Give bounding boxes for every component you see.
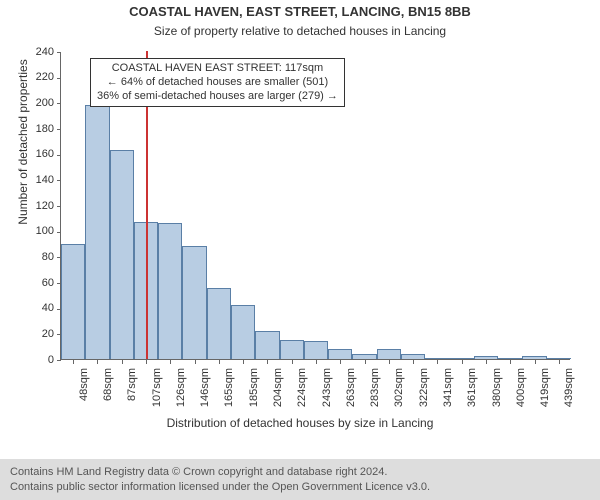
histogram-bar	[328, 349, 352, 359]
x-tick-label: 419sqm	[539, 368, 551, 418]
y-tick-label: 0	[14, 354, 54, 366]
x-tick-label: 302sqm	[393, 368, 405, 418]
x-tick-label: 165sqm	[223, 368, 235, 418]
y-tick-label: 120	[14, 200, 54, 212]
x-tick-label: 185sqm	[248, 368, 260, 418]
x-tick	[146, 360, 147, 364]
info-box: COASTAL HAVEN EAST STREET: 117sqm ← 64% …	[90, 58, 345, 107]
chart-container: { "title": "COASTAL HAVEN, EAST STREET, …	[0, 0, 600, 500]
gridline	[57, 78, 61, 79]
y-tick-label: 160	[14, 148, 54, 160]
x-tick-label: 224sqm	[296, 368, 308, 418]
histogram-bar	[522, 356, 546, 359]
gridline	[57, 206, 61, 207]
x-tick	[316, 360, 317, 364]
histogram-bar	[182, 246, 206, 359]
histogram-bar	[85, 105, 109, 359]
x-tick	[170, 360, 171, 364]
gridline	[57, 129, 61, 130]
y-tick-label: 220	[14, 71, 54, 83]
x-tick	[486, 360, 487, 364]
gridline	[57, 52, 61, 53]
histogram-bar	[280, 340, 304, 359]
y-tick-label: 40	[14, 302, 54, 314]
footer-line-1: Contains HM Land Registry data © Crown c…	[10, 465, 590, 479]
y-tick-label: 100	[14, 225, 54, 237]
histogram-bar	[110, 150, 134, 359]
x-tick-label: 68sqm	[102, 368, 114, 418]
histogram-bar	[158, 223, 182, 359]
x-tick	[559, 360, 560, 364]
histogram-bar	[352, 354, 376, 359]
x-tick-label: 341sqm	[442, 368, 454, 418]
x-tick-label: 243sqm	[321, 368, 333, 418]
x-tick	[365, 360, 366, 364]
x-tick	[535, 360, 536, 364]
y-tick-label: 140	[14, 174, 54, 186]
histogram-bar	[450, 358, 474, 359]
x-tick-label: 107sqm	[151, 368, 163, 418]
y-tick-label: 20	[14, 328, 54, 340]
gridline	[57, 180, 61, 181]
x-tick	[97, 360, 98, 364]
x-tick	[510, 360, 511, 364]
histogram-bar	[61, 244, 85, 360]
x-tick-label: 361sqm	[466, 368, 478, 418]
info-line-2: ← 64% of detached houses are smaller (50…	[97, 76, 338, 90]
footer-line-2: Contains public sector information licen…	[10, 480, 590, 494]
x-tick-label: 204sqm	[272, 368, 284, 418]
x-tick	[340, 360, 341, 364]
chart-title: COASTAL HAVEN, EAST STREET, LANCING, BN1…	[0, 4, 600, 19]
histogram-bar	[377, 349, 401, 359]
histogram-bar	[401, 354, 425, 359]
gridline	[57, 155, 61, 156]
x-tick-label: 400sqm	[515, 368, 527, 418]
x-tick-label: 283sqm	[369, 368, 381, 418]
x-tick	[219, 360, 220, 364]
x-tick-label: 87sqm	[126, 368, 138, 418]
x-tick	[243, 360, 244, 364]
x-axis-label: Distribution of detached houses by size …	[0, 416, 600, 430]
y-tick-label: 60	[14, 277, 54, 289]
x-tick	[122, 360, 123, 364]
gridline	[57, 232, 61, 233]
info-line-3: 36% of semi-detached houses are larger (…	[97, 90, 338, 104]
histogram-bar	[255, 331, 279, 359]
y-tick-label: 80	[14, 251, 54, 263]
x-tick-label: 439sqm	[563, 368, 575, 418]
info-line-1: COASTAL HAVEN EAST STREET: 117sqm	[97, 62, 338, 76]
x-tick	[462, 360, 463, 364]
x-tick-label: 263sqm	[345, 368, 357, 418]
x-tick	[292, 360, 293, 364]
x-tick	[195, 360, 196, 364]
x-tick-label: 146sqm	[199, 368, 211, 418]
gridline	[57, 360, 61, 361]
x-tick-label: 126sqm	[175, 368, 187, 418]
histogram-bar	[231, 305, 255, 359]
histogram-bar	[547, 358, 571, 359]
x-tick-label: 48sqm	[78, 368, 90, 418]
x-tick	[437, 360, 438, 364]
footer-attribution: Contains HM Land Registry data © Crown c…	[0, 459, 600, 500]
x-tick	[389, 360, 390, 364]
x-tick-label: 380sqm	[491, 368, 503, 418]
y-tick-label: 180	[14, 123, 54, 135]
gridline	[57, 103, 61, 104]
x-tick-label: 322sqm	[418, 368, 430, 418]
histogram-bar	[474, 356, 498, 359]
chart-subtitle: Size of property relative to detached ho…	[0, 24, 600, 38]
x-tick	[413, 360, 414, 364]
x-tick	[267, 360, 268, 364]
histogram-bar	[425, 358, 449, 359]
y-tick-label: 240	[14, 46, 54, 58]
y-tick-label: 200	[14, 97, 54, 109]
histogram-bar	[207, 288, 231, 359]
x-tick	[73, 360, 74, 364]
histogram-bar	[304, 341, 328, 359]
histogram-bar	[498, 358, 522, 359]
